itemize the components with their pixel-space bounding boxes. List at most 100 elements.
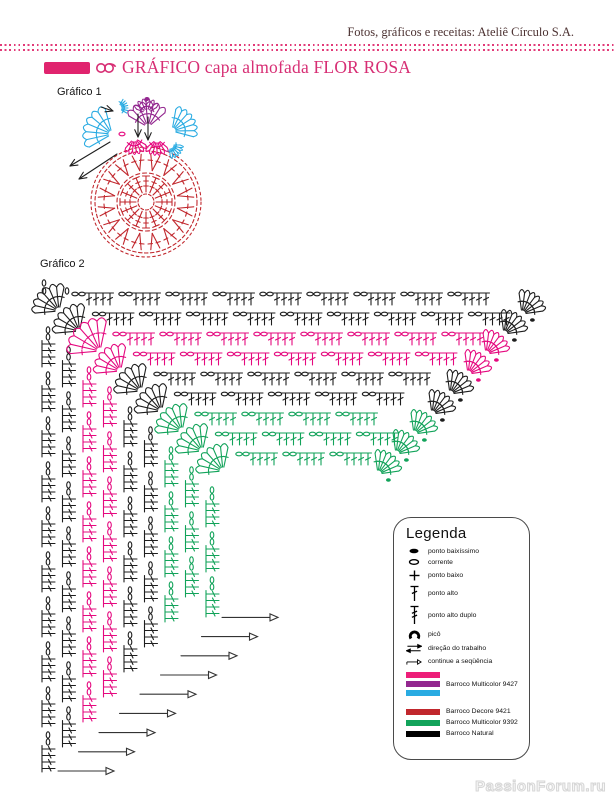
symbol-column bbox=[143, 426, 159, 648]
continue-arrow bbox=[159, 670, 218, 680]
yarn-color-bar bbox=[406, 730, 440, 737]
petal-fan bbox=[118, 98, 129, 114]
symbol-column bbox=[164, 446, 179, 623]
yarn-swatch: Barroco Multicolor 9392 bbox=[406, 719, 525, 726]
direcao-icon bbox=[406, 643, 422, 654]
yarn-label: Barroco Multicolor 9427 bbox=[446, 680, 518, 688]
symbol-column bbox=[184, 466, 200, 598]
grafico2-round bbox=[92, 343, 493, 718]
grafico2-round bbox=[113, 363, 475, 699]
continue-arrow bbox=[221, 613, 280, 622]
row-end-fan bbox=[373, 449, 403, 482]
symbol-column bbox=[123, 406, 138, 673]
legend-item-label: picô bbox=[428, 630, 441, 638]
legend-yarn-swatches: Barroco Multicolor 9427 Barroco Decore 94… bbox=[406, 672, 525, 737]
ponto-baixo-icon bbox=[406, 569, 422, 582]
dotted-divider bbox=[0, 48, 614, 51]
symbol-row bbox=[173, 391, 405, 406]
brand-yarn-icon bbox=[96, 62, 117, 73]
legend-item: picô bbox=[406, 628, 525, 640]
ponto-alto-icon bbox=[406, 585, 422, 602]
detail-arrow bbox=[144, 116, 152, 141]
page-title-bar: GRÁFICO capa almofada FLOR ROSA bbox=[44, 57, 411, 78]
grafico2-round bbox=[51, 303, 529, 757]
continue-arrow bbox=[139, 689, 198, 699]
corner-fan bbox=[66, 317, 107, 356]
continue-icon bbox=[406, 657, 422, 666]
start-chains bbox=[41, 279, 70, 295]
petal-fan bbox=[134, 98, 159, 114]
corner-fan bbox=[195, 443, 229, 475]
continue-arrow bbox=[180, 651, 239, 661]
detail-arrow bbox=[134, 113, 142, 138]
yarn-color-bar bbox=[406, 672, 440, 678]
grafico2-round bbox=[174, 423, 421, 641]
grafico1-label: Gráfico 1 bbox=[57, 86, 102, 98]
page-title: GRÁFICO capa almofada FLOR ROSA bbox=[122, 57, 412, 77]
grafico2-round bbox=[31, 283, 547, 776]
row-end-fan bbox=[409, 409, 439, 442]
petal-fan bbox=[124, 139, 148, 155]
symbol-column bbox=[41, 326, 56, 773]
symbol-row bbox=[91, 311, 511, 326]
symbol-row bbox=[71, 291, 491, 306]
yarn-swatch: Barroco Decore 9421 bbox=[406, 708, 525, 715]
symbol-column bbox=[82, 366, 97, 723]
grafico2-round bbox=[195, 443, 403, 622]
symbol-row bbox=[235, 451, 373, 466]
assembly-arrow bbox=[69, 141, 111, 167]
symbol-column bbox=[102, 386, 118, 698]
row-end-fan bbox=[427, 389, 457, 422]
symbol-column bbox=[61, 346, 77, 748]
legend-items: ponto baixíssimo corrente ponto baixo ponto… bbox=[406, 547, 525, 666]
continue-arrow bbox=[98, 728, 157, 737]
symbol-row bbox=[214, 431, 399, 446]
row-end-fan bbox=[481, 329, 511, 362]
legend-item-label: direção do trabalho bbox=[428, 645, 487, 652]
yarn-label: Barroco Decore 9421 bbox=[446, 708, 511, 715]
legend-item: corrente bbox=[406, 558, 525, 566]
corner-fan bbox=[31, 283, 65, 315]
legend-item: continue a seqüência bbox=[406, 657, 525, 666]
grafico2-label: Gráfico 2 bbox=[40, 258, 85, 270]
legend-item: ponto baixo bbox=[406, 569, 525, 582]
legend-box: Legenda ponto baixíssimo corrente ponto ba… bbox=[393, 517, 530, 760]
corner-fan bbox=[92, 343, 127, 375]
legend-item-label: ponto alto bbox=[428, 590, 458, 597]
grafico2-corner-chart bbox=[31, 279, 547, 776]
legend-item-label: corrente bbox=[428, 558, 453, 566]
credit-line: Fotos, gráficos e receitas: Ateliê Círcu… bbox=[347, 25, 574, 39]
pico-icon bbox=[406, 628, 422, 640]
legend-item: ponto baixíssimo bbox=[406, 547, 525, 555]
yarn-label: Barroco Multicolor 9392 bbox=[446, 719, 518, 726]
row-end-fan bbox=[499, 309, 529, 342]
grafico2-round bbox=[154, 403, 439, 661]
legend-item-label: ponto baixíssimo bbox=[428, 547, 480, 555]
continue-arrow bbox=[118, 709, 177, 718]
petal-fan bbox=[82, 106, 112, 148]
continue-arrow bbox=[57, 766, 116, 776]
yarn-swatch: Barroco Natural bbox=[406, 730, 525, 737]
corner-fan bbox=[113, 363, 147, 395]
row-end-fan bbox=[463, 349, 493, 382]
legend-item: ponto alto bbox=[406, 585, 525, 602]
corner-fan bbox=[154, 403, 188, 435]
yarn-color-bar bbox=[406, 681, 440, 687]
legend-title: Legenda bbox=[406, 525, 467, 542]
assembly-arrow bbox=[78, 153, 118, 180]
yarn-label: Barroco Natural bbox=[446, 730, 494, 737]
ponto-alto-duplo-icon bbox=[406, 605, 422, 625]
yarn-color-bar bbox=[406, 690, 440, 696]
petal-fan bbox=[167, 142, 184, 159]
circular-motif bbox=[90, 146, 202, 258]
corner-fan bbox=[51, 303, 86, 335]
watermark: PassionForum.ru bbox=[475, 778, 606, 796]
symbol-row bbox=[112, 331, 485, 346]
legend-item-label: ponto baixo bbox=[428, 572, 464, 579]
continue-arrow bbox=[77, 747, 136, 757]
corner-fan bbox=[133, 383, 168, 415]
title-chip bbox=[44, 61, 90, 74]
symbol-row bbox=[194, 411, 379, 426]
legend-item: direção do trabalho bbox=[406, 643, 525, 654]
